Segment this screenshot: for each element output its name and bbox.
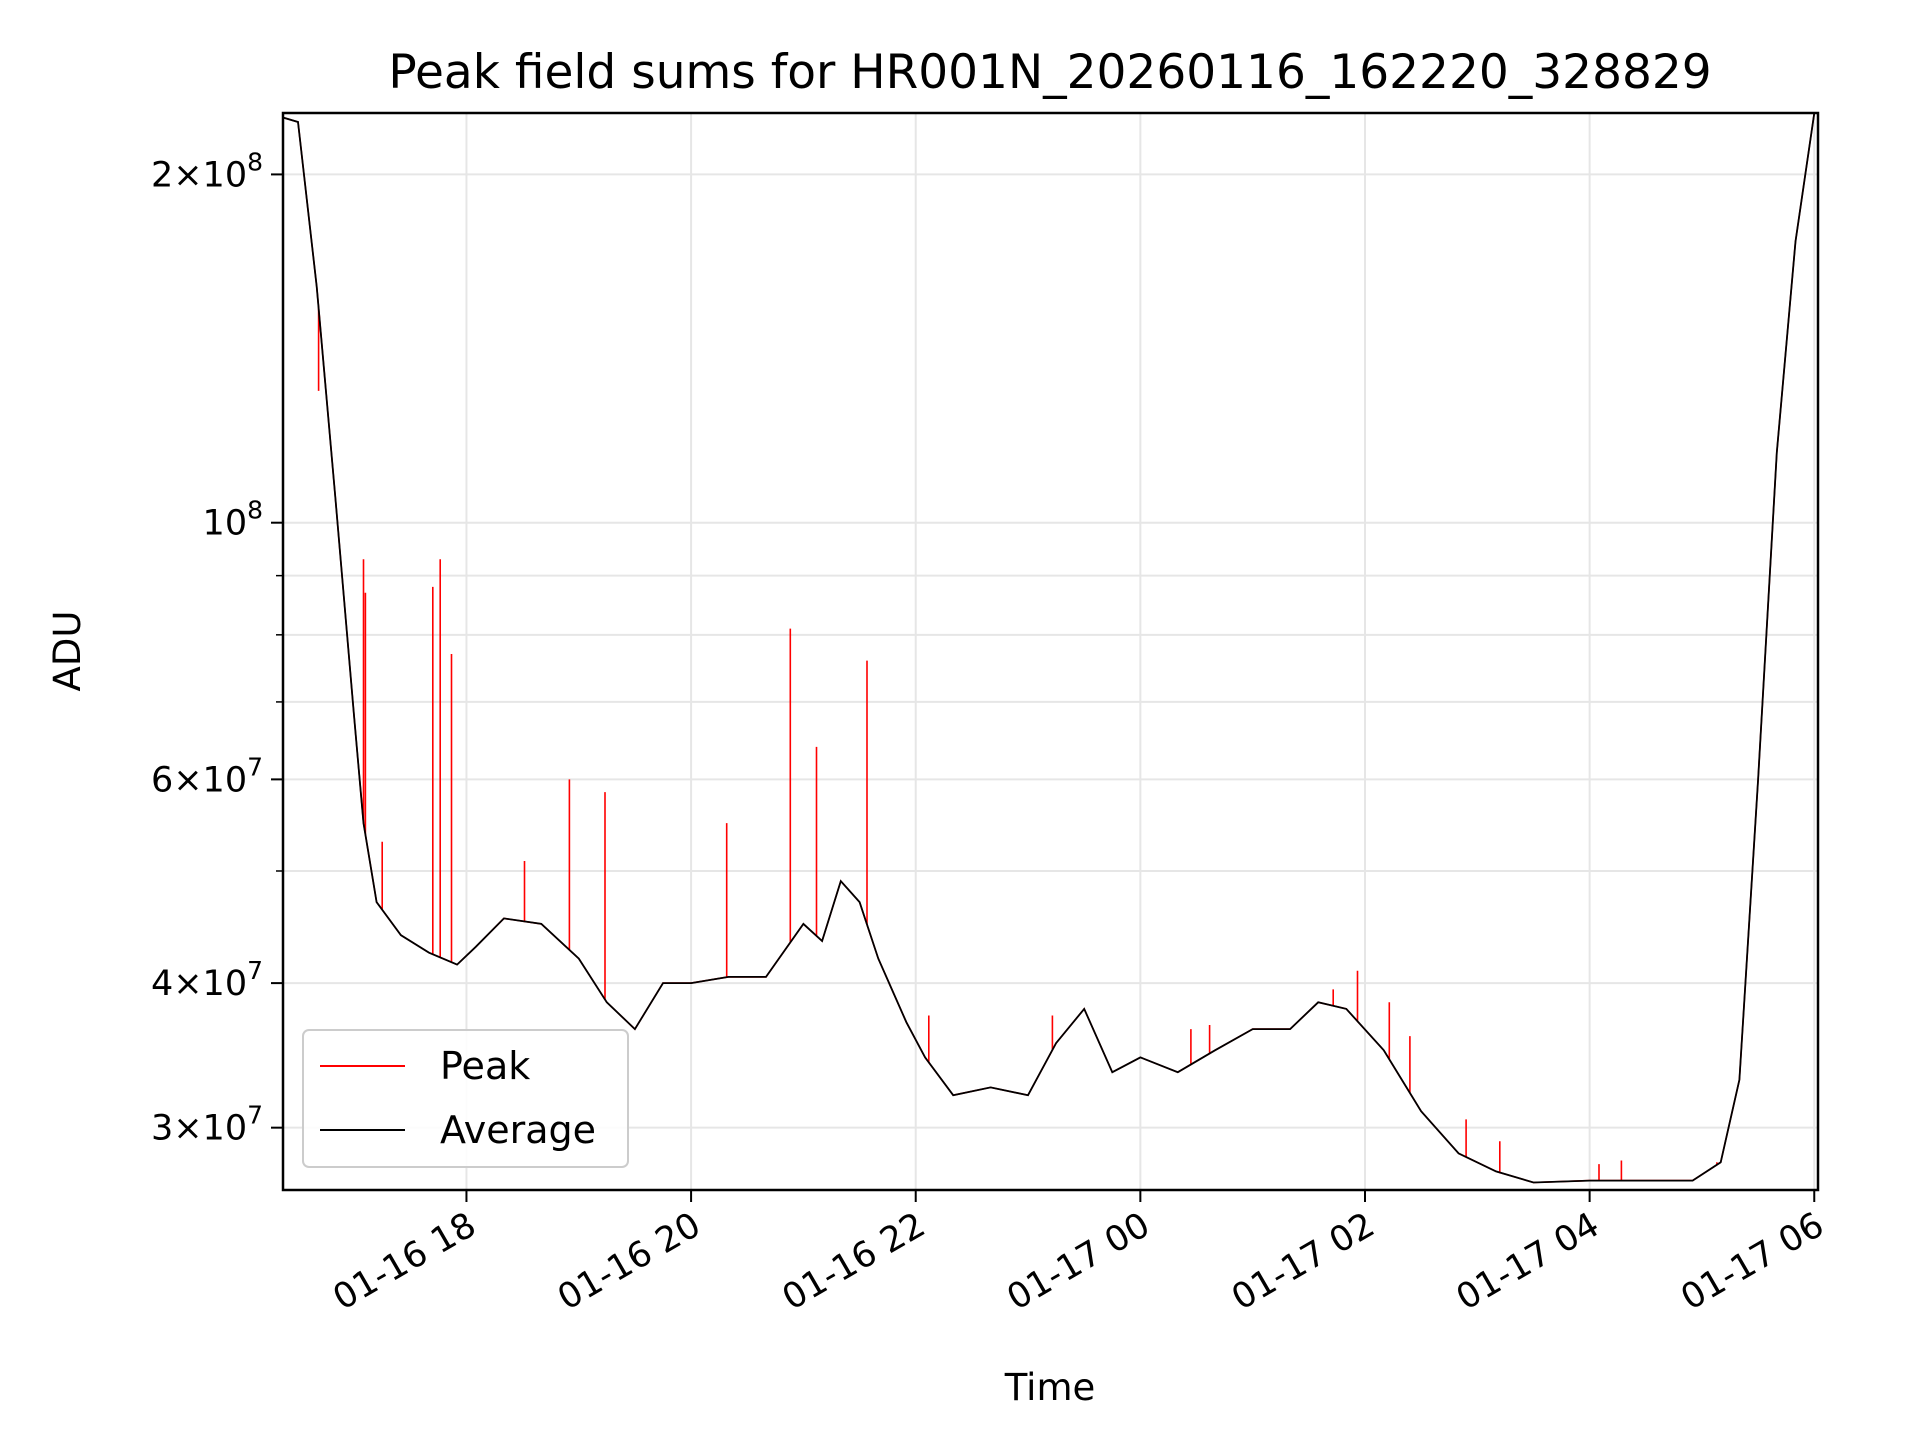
y-axis-ticks: 3×107 4×107 6×107 108 2×108 (151, 147, 283, 1149)
legend[interactable]: Peak Average (302, 1029, 629, 1168)
grid (283, 113, 1818, 1190)
y-axis-label: ADU (46, 611, 89, 692)
y-tick-label: 108 (203, 496, 263, 544)
x-axis-label: Time (1004, 1366, 1096, 1409)
chart-title: Peak field sums for HR001N_20260116_1622… (388, 45, 1711, 100)
series-lines (283, 113, 1816, 1184)
legend-average-label: Average (440, 1108, 596, 1152)
legend-peak-label: Peak (440, 1044, 530, 1088)
y-tick-label: 3×107 (151, 1101, 263, 1149)
y-tick-label: 2×108 (151, 147, 263, 195)
y-tick-label: 6×107 (151, 752, 263, 800)
plot-area (283, 113, 1816, 1184)
plot-frame (281, 111, 1820, 1192)
average-series-line (283, 113, 1816, 1184)
y-tick-label: 4×107 (151, 956, 263, 1004)
legend-box (302, 1029, 629, 1168)
